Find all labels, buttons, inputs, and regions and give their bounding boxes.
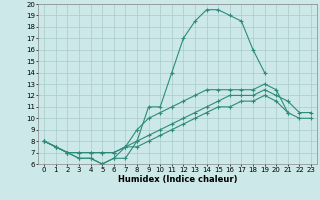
X-axis label: Humidex (Indice chaleur): Humidex (Indice chaleur) <box>118 175 237 184</box>
